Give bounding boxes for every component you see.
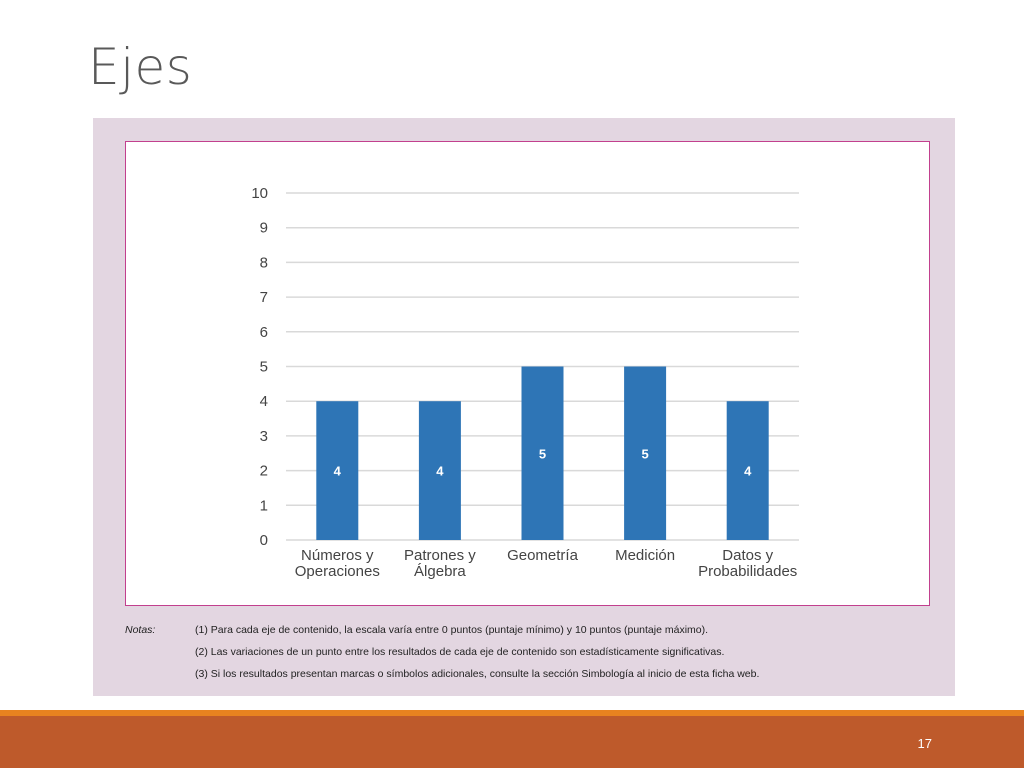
bar xyxy=(418,401,461,540)
bar xyxy=(624,366,667,540)
x-category-label: Patrones y xyxy=(404,547,476,564)
note-line-2: (2) Las variaciones de un punto entre lo… xyxy=(195,646,725,658)
y-tick-label: 4 xyxy=(260,393,268,410)
y-tick-label: 9 xyxy=(260,220,268,237)
y-tick-label: 0 xyxy=(260,532,268,549)
y-tick-label: 10 xyxy=(251,185,268,202)
footer-bar xyxy=(0,716,1024,768)
footer-accent-stripe xyxy=(0,710,1024,716)
note-line-3: (3) Si los resultados presentan marcas o… xyxy=(195,668,760,680)
bar xyxy=(726,401,769,540)
x-category-label: Probabilidades xyxy=(698,563,797,580)
x-category-label: Medición xyxy=(615,547,675,564)
bar-data-label: 4 xyxy=(744,464,752,479)
y-tick-label: 3 xyxy=(260,428,268,445)
y-tick-label: 2 xyxy=(260,463,268,480)
x-category-label: Operaciones xyxy=(295,563,380,580)
bar-data-label: 5 xyxy=(539,446,546,461)
slide-title: Ejes xyxy=(88,38,193,96)
x-category-label: Geometría xyxy=(507,547,579,564)
x-category-label: Números y xyxy=(301,547,374,564)
y-tick-label: 1 xyxy=(260,497,268,514)
y-tick-label: 7 xyxy=(260,289,268,306)
chart-frame: 0 1 2 3 4 5 6 7 8 9 10 4 Números y Operaciones 4 Patron… xyxy=(125,141,930,606)
bar-data-label: 5 xyxy=(641,446,648,461)
bar xyxy=(316,401,359,540)
y-tick-label: 8 xyxy=(260,254,268,271)
x-category-label: Datos y xyxy=(722,547,773,564)
notes-label: Notas: xyxy=(125,624,156,636)
bar-data-label: 4 xyxy=(334,464,342,479)
bar-data-label: 4 xyxy=(436,464,444,479)
y-tick-label: 6 xyxy=(260,324,268,341)
bar xyxy=(521,366,564,540)
note-line-1: (1) Para cada eje de contenido, la escal… xyxy=(195,624,709,636)
y-tick-label: 5 xyxy=(260,359,268,376)
x-category-label: Álgebra xyxy=(414,563,466,580)
page-number: 17 xyxy=(917,736,932,751)
